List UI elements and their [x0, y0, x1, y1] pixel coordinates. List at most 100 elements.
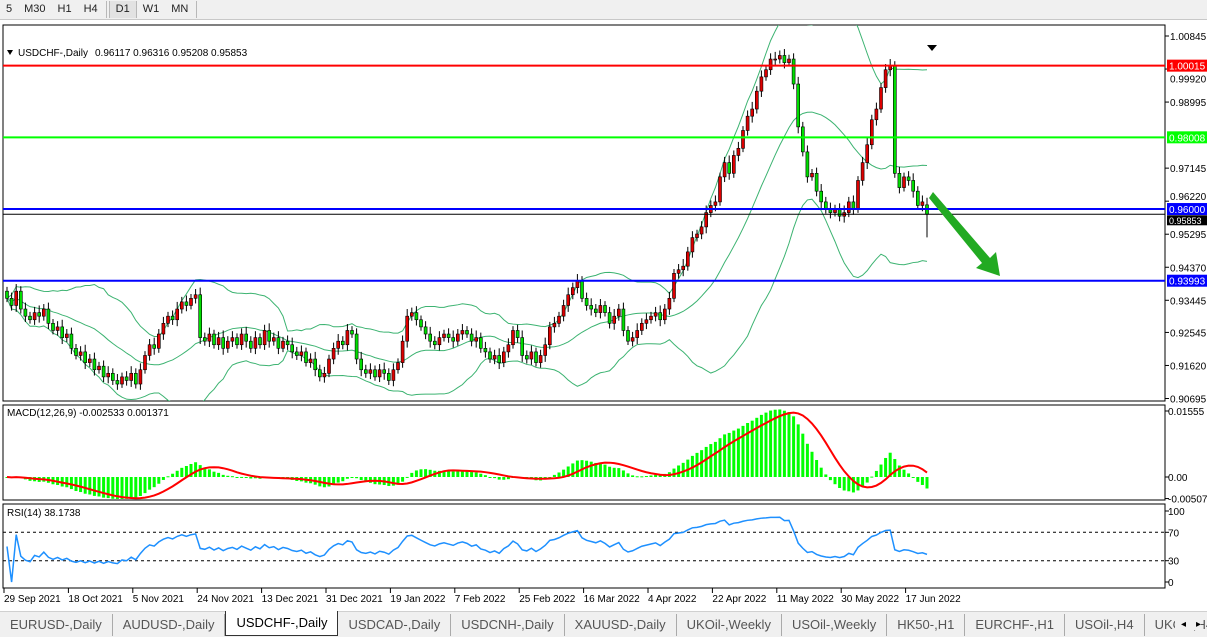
chart-tab[interactable]: EURCHF-,H1 — [965, 613, 1066, 636]
candle-body — [18, 290, 23, 310]
candle-body — [14, 290, 18, 306]
ohlc-values: 0.96117 0.96316 0.95208 0.95853 — [95, 48, 248, 59]
candle-body — [111, 373, 115, 381]
timeframe-w1-button[interactable]: W1 — [142, 3, 160, 15]
timeframe-h4-button[interactable]: H4 — [83, 3, 98, 15]
macd-histogram-bar — [207, 469, 211, 477]
macd-histogram-bar — [506, 477, 510, 480]
macd-histogram-bar — [364, 477, 368, 482]
chart-tab[interactable]: XAUUSD-,Daily — [565, 613, 677, 636]
chart-tab[interactable]: USDCAD-,Daily — [338, 613, 452, 636]
rsi-tick-label: 0 — [1168, 578, 1174, 589]
candle-body — [340, 340, 345, 346]
candle-body — [193, 294, 198, 299]
level-price-tag — [1167, 131, 1207, 144]
chart-tab[interactable]: USOil-,Weekly — [782, 613, 888, 636]
macd-histogram-bar — [649, 475, 653, 477]
macd-histogram-bar — [658, 474, 662, 477]
macd-histogram-bar — [184, 465, 188, 477]
candle-body — [626, 330, 630, 342]
candle-body — [644, 319, 649, 324]
macd-histogram-bar — [102, 477, 106, 498]
candle-body — [189, 298, 193, 306]
macd-histogram-bar — [759, 414, 763, 477]
timeframe-d1-button[interactable]: D1 — [108, 1, 137, 18]
macd-histogram-bar — [709, 444, 713, 477]
date-label: 22 Apr 2022 — [712, 594, 766, 605]
chart-tabs: EURUSD-,Daily AUDUSD-,Daily USDCHF-,Daily U… — [0, 610, 1207, 637]
timeframe-h1-button[interactable]: H1 — [57, 3, 72, 15]
chart-tab[interactable]: HK50-,H1 — [887, 613, 966, 636]
candle-body — [65, 333, 69, 338]
tab-scroll-left-button[interactable]: ◂ — [1180, 619, 1186, 630]
macd-histogram-bar — [65, 477, 69, 488]
macd-histogram-bar — [870, 476, 874, 478]
date-label: 24 Nov 2021 — [197, 594, 254, 605]
timeframe-m30-button[interactable]: M30 — [24, 3, 46, 15]
candle-body — [74, 348, 78, 356]
macd-histogram-bar — [552, 474, 556, 477]
chart-tab[interactable]: USDCNH-,Daily — [451, 613, 565, 636]
candle-body — [515, 330, 520, 338]
candle-body — [308, 358, 313, 363]
candle-body — [78, 351, 83, 356]
macd-histogram-bar — [851, 477, 855, 493]
chart-tab[interactable]: EURUSD-,Daily — [0, 613, 113, 636]
chart-tab[interactable]: AUDUSD-,Daily — [113, 613, 226, 636]
tab-scroll-right-button[interactable]: ▸ — [1195, 619, 1201, 630]
timeframe-mn-button[interactable]: MN — [171, 3, 189, 15]
macd-histogram-bar — [828, 477, 832, 481]
candle-body — [649, 315, 653, 321]
macd-histogram-bar — [74, 477, 78, 492]
macd-histogram-bar — [451, 471, 455, 477]
toolbar-separator — [105, 1, 107, 18]
candle-body — [718, 176, 722, 203]
candle-body — [41, 308, 46, 317]
price-tick-label: 0.97145 — [1170, 164, 1207, 175]
candle-body — [409, 312, 414, 317]
date-label: 30 May 2022 — [841, 594, 899, 605]
bollinger-lower-band — [6, 198, 928, 401]
candle-body — [23, 308, 28, 317]
candle-body — [598, 305, 603, 313]
candle-body — [823, 201, 828, 210]
chart-tab[interactable]: USDCHF-,Daily — [225, 610, 339, 636]
candle-body — [37, 312, 42, 317]
candle-body — [621, 308, 626, 331]
macd-histogram-bar — [157, 477, 161, 484]
candle-body — [902, 176, 906, 188]
candle-body — [134, 373, 138, 385]
candle-body — [239, 333, 244, 346]
price-tick-label: 0.90695 — [1170, 395, 1207, 406]
chart-tab[interactable]: UKOil-,Weekly — [677, 613, 782, 636]
macd-histogram-bar — [598, 463, 602, 477]
macd-histogram-bar — [672, 468, 676, 477]
candle-body — [106, 373, 110, 378]
date-label: 19 Jan 2022 — [390, 594, 445, 605]
down-trend-arrow-icon — [929, 192, 1000, 276]
macd-histogram-bar — [861, 477, 865, 488]
candle-body — [906, 176, 911, 181]
macd-histogram-bar — [88, 477, 92, 495]
timeframe-5-button[interactable]: 5 — [6, 3, 13, 15]
candle-body — [170, 315, 175, 321]
macd-histogram-bar — [654, 474, 658, 477]
candle-body — [639, 323, 644, 331]
macd-histogram-bar — [865, 477, 869, 483]
macd-histogram-bar — [902, 469, 906, 477]
level-price-tag — [1167, 59, 1207, 72]
candle-body — [750, 108, 755, 117]
candle-body — [281, 340, 285, 349]
chart-tab[interactable]: USOil-,H4 — [1065, 613, 1145, 636]
macd-histogram-bar — [750, 420, 754, 477]
macd-histogram-bar — [161, 477, 165, 480]
candle-body — [524, 355, 529, 360]
candle-body — [534, 351, 538, 363]
macd-histogram-bar — [456, 471, 460, 477]
chart-area[interactable]: 1.00845 0.99920 0.98995 0.97145 0.96220 0.952… — [0, 20, 1207, 611]
candle-body — [331, 348, 336, 360]
macd-pane — [2, 404, 1166, 501]
candle-body — [681, 265, 686, 271]
macd-histogram-bar — [336, 477, 340, 483]
candle-body — [915, 190, 920, 206]
